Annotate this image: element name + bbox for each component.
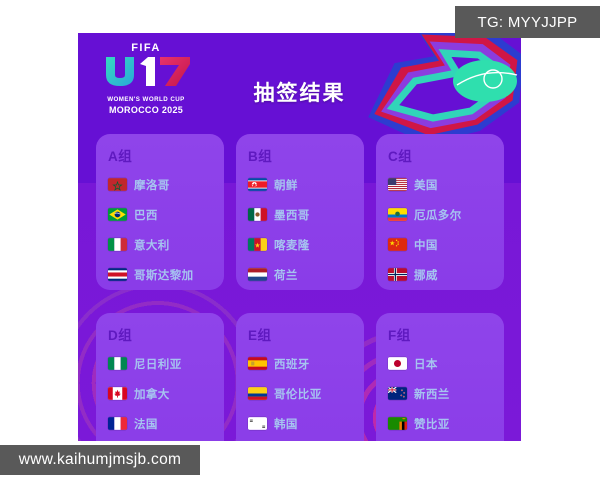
team-name: 法国 xyxy=(134,418,158,431)
team-name: 中国 xyxy=(414,239,438,252)
team-row: 法国 xyxy=(108,413,224,434)
group-card: F组日本新西兰赞比亚 xyxy=(376,313,504,441)
team-name: 厄瓜多尔 xyxy=(414,209,462,222)
usa-flag xyxy=(388,178,407,191)
spain-flag xyxy=(248,357,267,370)
fifa-u17-logo: FIFA WOMEN'S WORLD CUP MOROCCO 2025 xyxy=(100,42,192,115)
team-row: 墨西哥 xyxy=(248,204,364,225)
draw-results-poster: FIFA WOMEN'S WORLD CUP MOROCCO 2025 抽签结果… xyxy=(78,33,521,441)
morocco-flag xyxy=(108,178,127,191)
canada-flag xyxy=(108,387,127,400)
team-row: 西班牙 xyxy=(248,353,364,374)
team-row: 意大利 xyxy=(108,234,224,255)
team-row: 挪威 xyxy=(388,264,504,285)
logo-host-year: MOROCCO 2025 xyxy=(108,105,184,115)
team-name: 日本 xyxy=(414,358,438,371)
team-row: 日本 xyxy=(388,353,504,374)
team-name: 加拿大 xyxy=(134,388,170,401)
group-card: A组摩洛哥巴西意大利哥斯达黎加 xyxy=(96,134,224,290)
team-row: 韩国 xyxy=(248,413,364,434)
team-name: 哥斯达黎加 xyxy=(134,269,194,282)
page-title: 抽签结果 xyxy=(253,82,346,105)
group-card: E组西班牙哥伦比亚韩国 xyxy=(236,313,364,441)
team-name: 朝鲜 xyxy=(274,179,298,192)
team-row: 赞比亚 xyxy=(388,413,504,434)
south-korea-flag xyxy=(248,417,267,430)
group-card: D组尼日利亚加拿大法国 xyxy=(96,313,224,441)
logo-u17-mark xyxy=(106,57,190,86)
team-name: 挪威 xyxy=(414,269,438,282)
group-label: A组 xyxy=(108,149,133,164)
group-card: B组朝鲜墨西哥喀麦隆荷兰 xyxy=(236,134,364,290)
team-name: 哥伦比亚 xyxy=(274,388,322,401)
team-row: 新西兰 xyxy=(388,383,504,404)
zambia-flag xyxy=(388,417,407,430)
france-flag xyxy=(108,417,127,430)
group-label: D组 xyxy=(108,328,133,343)
groups-grid: A组 摩洛哥 巴西 意大利 哥斯达黎加 B组 朝鲜 墨西哥 喀麦隆 荷兰 C组 美国 厄瓜多尔 中国 挪威 D… xyxy=(96,134,504,441)
new-zealand-flag xyxy=(388,387,407,400)
team-row: 朝鲜 xyxy=(248,174,364,195)
team-row: 巴西 xyxy=(108,204,224,225)
team-name: 荷兰 xyxy=(274,269,298,282)
team-name: 意大利 xyxy=(134,239,170,252)
team-name: 巴西 xyxy=(134,209,158,222)
group-label: F组 xyxy=(388,328,411,343)
team-name: 摩洛哥 xyxy=(134,179,170,192)
north-korea-flag xyxy=(248,178,267,191)
team-name: 喀麦隆 xyxy=(274,239,310,252)
team-row: 厄瓜多尔 xyxy=(388,204,504,225)
team-name: 墨西哥 xyxy=(274,209,310,222)
team-row: 荷兰 xyxy=(248,264,364,285)
star-ribbon-decoration xyxy=(368,33,521,144)
team-row: 尼日利亚 xyxy=(108,353,224,374)
colombia-flag xyxy=(248,387,267,400)
brazil-flag xyxy=(108,208,127,221)
italy-flag xyxy=(108,238,127,251)
website-watermark: www.kaihumjmsjb.com xyxy=(0,445,200,475)
group-card: C组美国厄瓜多尔中国挪威 xyxy=(376,134,504,290)
team-row: 哥斯达黎加 xyxy=(108,264,224,285)
china-flag xyxy=(388,238,407,251)
team-name: 尼日利亚 xyxy=(134,358,182,371)
logo-subtitle: WOMEN'S WORLD CUP xyxy=(107,96,185,103)
team-name: 韩国 xyxy=(274,418,298,431)
team-name: 新西兰 xyxy=(414,388,450,401)
japan-flag xyxy=(388,357,407,370)
group-label: E组 xyxy=(248,328,272,343)
team-row: 加拿大 xyxy=(108,383,224,404)
group-label: B组 xyxy=(248,149,273,164)
costa-rica-flag xyxy=(108,268,127,281)
norway-flag xyxy=(388,268,407,281)
team-row: 中国 xyxy=(388,234,504,255)
ecuador-flag xyxy=(388,208,407,221)
team-name: 西班牙 xyxy=(274,358,310,371)
group-label: C组 xyxy=(388,149,413,164)
telegram-watermark: TG: MYYJJPP xyxy=(455,6,600,38)
team-row: 摩洛哥 xyxy=(108,174,224,195)
logo-fifa-text: FIFA xyxy=(131,42,161,54)
team-name: 赞比亚 xyxy=(414,418,450,431)
cameroon-flag xyxy=(248,238,267,251)
mexico-flag xyxy=(248,208,267,221)
team-row: 美国 xyxy=(388,174,504,195)
team-row: 哥伦比亚 xyxy=(248,383,364,404)
team-name: 美国 xyxy=(414,179,438,192)
team-row: 喀麦隆 xyxy=(248,234,364,255)
netherlands-flag xyxy=(248,268,267,281)
nigeria-flag xyxy=(108,357,127,370)
